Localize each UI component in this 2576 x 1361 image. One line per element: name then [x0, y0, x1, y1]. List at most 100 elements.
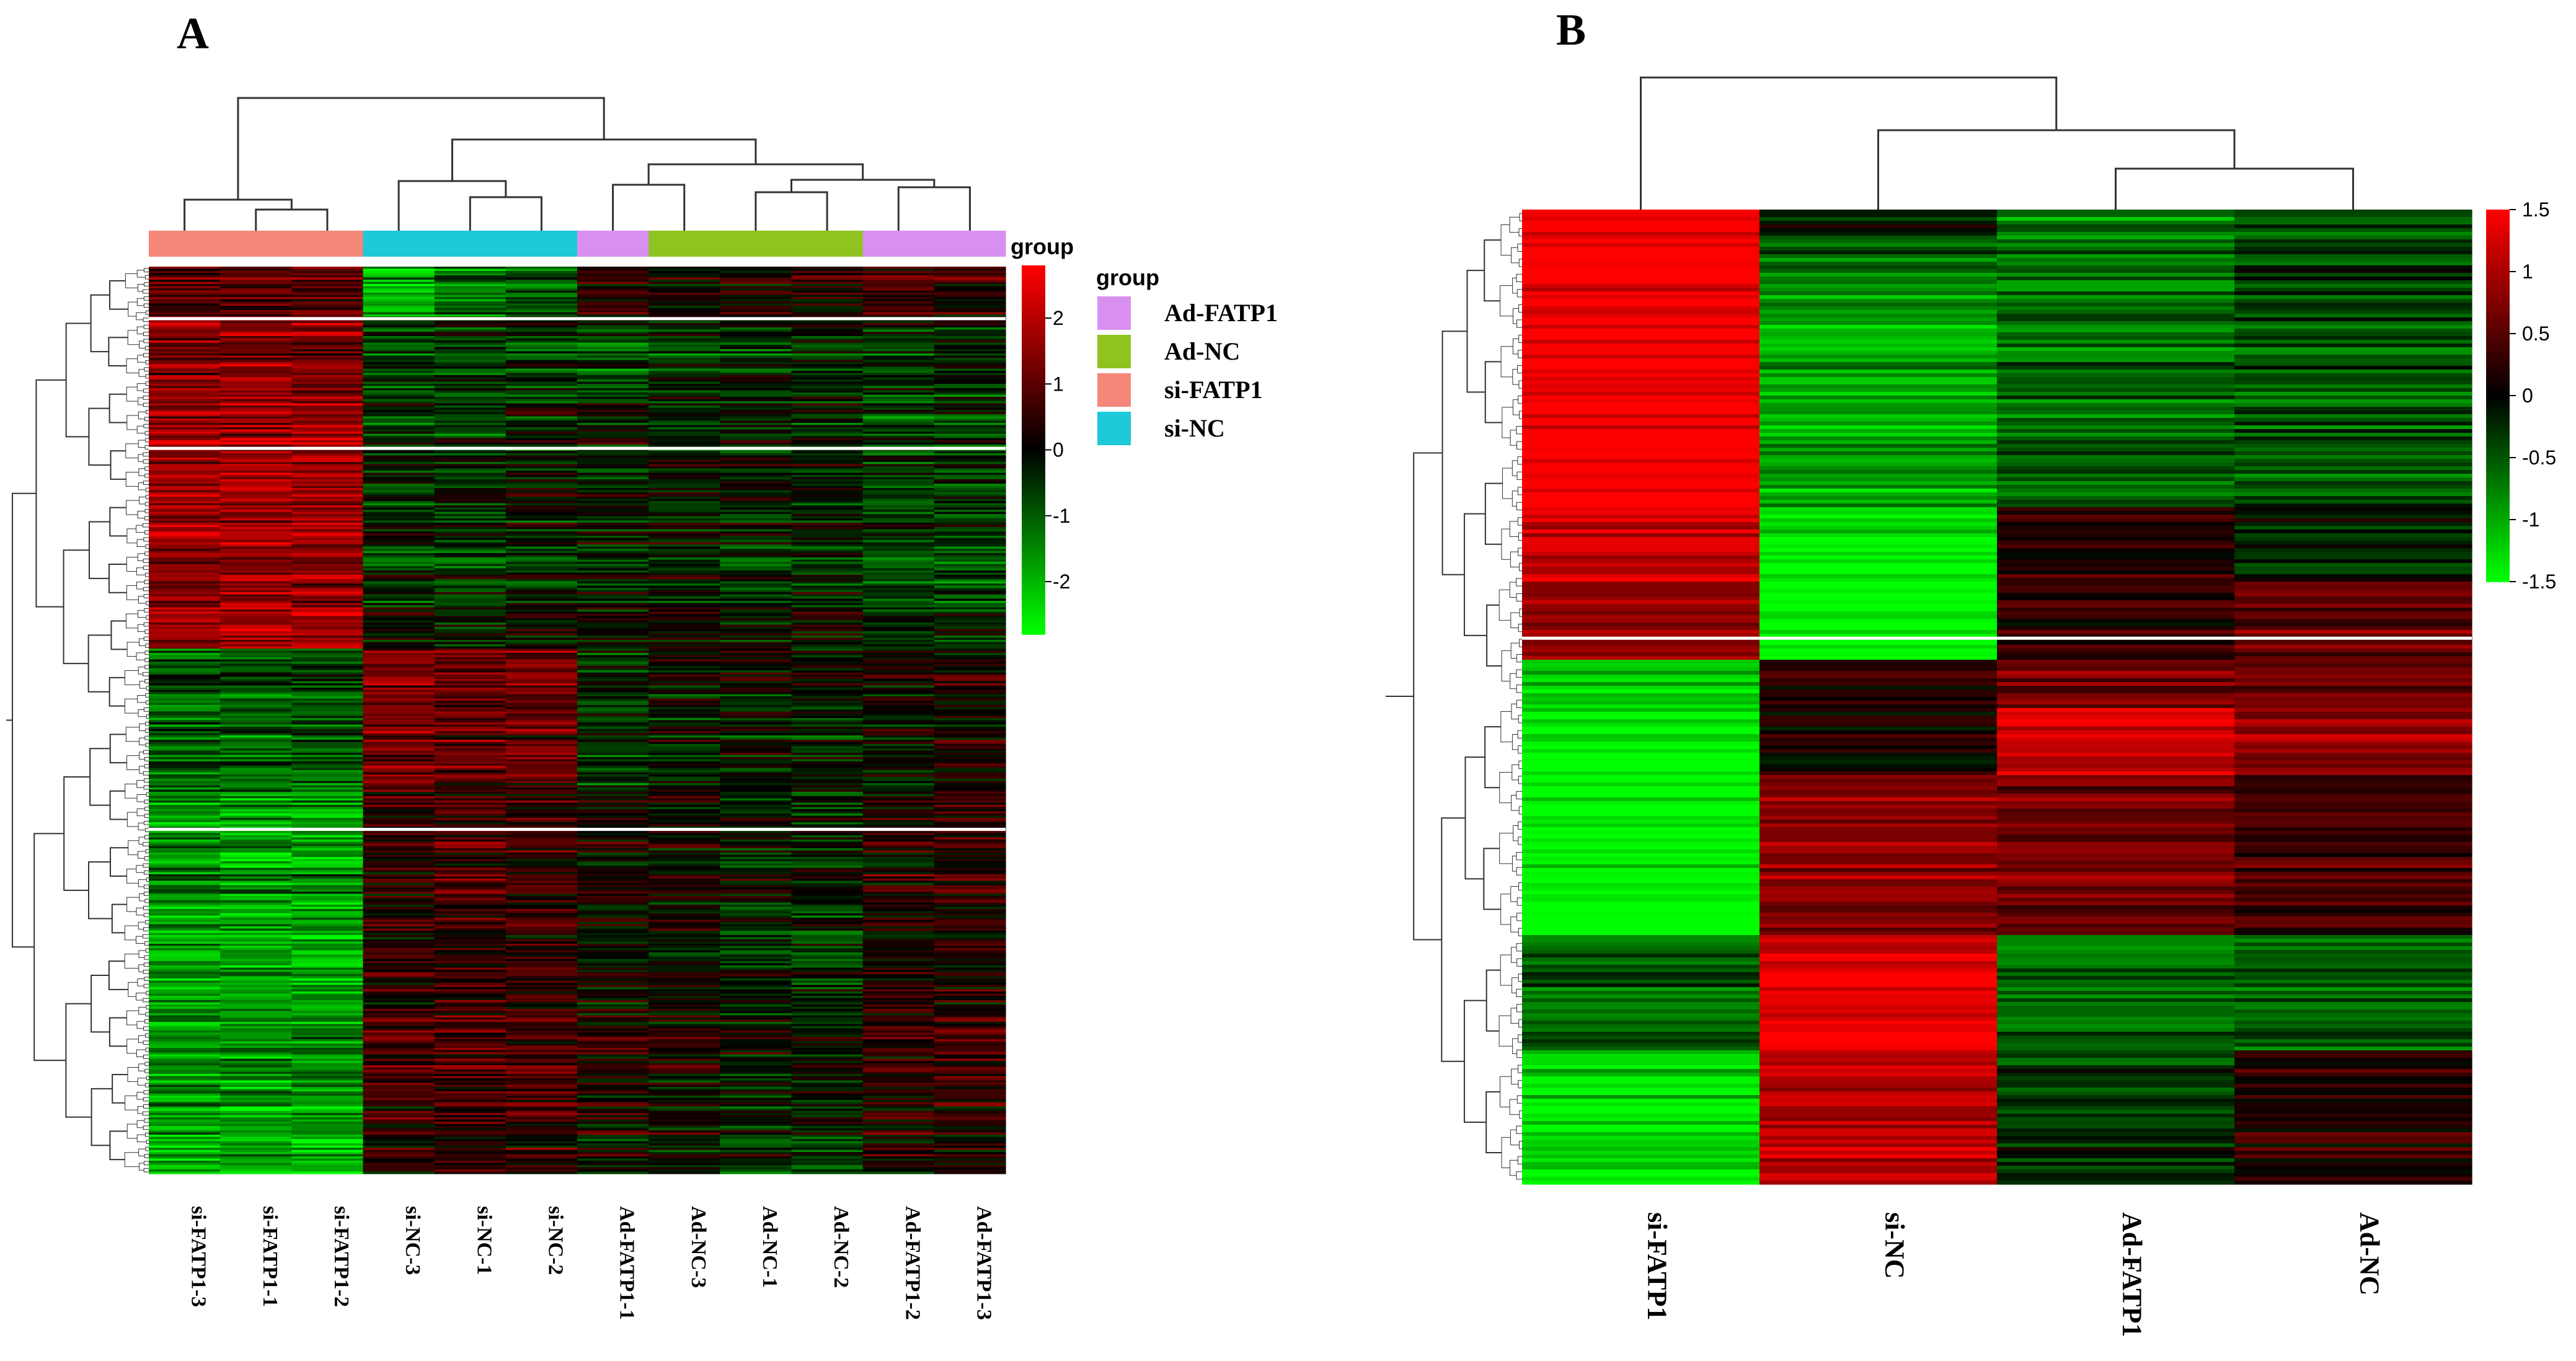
heatmap-cell	[363, 512, 435, 515]
group-annotation-cell	[791, 231, 864, 257]
dendrogram-branch	[137, 610, 146, 618]
heatmap-cell	[577, 885, 649, 888]
heatmap-cell	[291, 349, 364, 352]
heatmap-cell	[648, 781, 720, 784]
heatmap-cell	[220, 983, 292, 986]
heatmap-cell	[505, 329, 578, 332]
heatmap-cell	[505, 735, 578, 738]
heatmap-cell	[149, 559, 221, 562]
heatmap-cell	[505, 334, 578, 337]
heatmap-cell	[577, 323, 649, 326]
heatmap-cell	[220, 462, 292, 465]
heatmap-cell	[291, 672, 364, 675]
heatmap-cell	[505, 757, 578, 760]
heatmap-cell	[862, 911, 935, 914]
heatmap-cell	[434, 1006, 507, 1009]
heatmap-cell	[434, 853, 507, 856]
heatmap-cell	[363, 785, 435, 788]
heatmap-cell	[648, 861, 720, 864]
heatmap-cell	[220, 750, 292, 753]
heatmap-cell	[149, 351, 221, 354]
heatmap-cell	[149, 1015, 221, 1018]
heatmap-cell	[291, 555, 364, 558]
heatmap-cell	[934, 290, 1006, 293]
heatmap-cell	[505, 1074, 578, 1077]
heatmap-cell	[720, 961, 792, 964]
heatmap-cell	[363, 1002, 435, 1005]
heatmap-cell	[220, 675, 292, 678]
heatmap-cell	[648, 911, 720, 914]
heatmap-cell	[434, 416, 507, 419]
heatmap-cell	[149, 666, 221, 669]
heatmap-cell	[434, 902, 507, 905]
heatmap-cell	[220, 364, 292, 367]
heatmap-cell	[505, 401, 578, 404]
heatmap-cell	[434, 611, 507, 614]
heatmap-cell	[505, 429, 578, 432]
heatmap-cell	[220, 662, 292, 665]
heatmap-cell	[577, 733, 649, 736]
heatmap-cell	[577, 750, 649, 753]
heatmap-cell	[934, 583, 1006, 587]
heatmap-cell	[934, 701, 1006, 704]
heatmap-cell	[505, 642, 578, 645]
dendrogram-branch	[108, 393, 127, 423]
heatmap-cell	[862, 1063, 935, 1066]
dendrogram-branch	[144, 1019, 149, 1024]
heatmap-cell	[720, 581, 792, 584]
heatmap-cell	[220, 731, 292, 734]
heatmap-cell	[291, 870, 364, 873]
heatmap-cell	[934, 472, 1006, 476]
heatmap-cell	[720, 540, 792, 543]
heatmap-cell	[648, 629, 720, 632]
heatmap-cell	[434, 636, 507, 639]
heatmap-cell	[220, 848, 292, 851]
heatmap-cell	[648, 299, 720, 302]
heatmap-cell	[220, 514, 292, 517]
heatmap-cell	[434, 490, 507, 493]
heatmap-cell	[648, 854, 720, 858]
heatmap-cell	[862, 720, 935, 723]
heatmap-cell	[862, 471, 935, 474]
heatmap-cell	[291, 792, 364, 795]
heatmap-cell	[363, 759, 435, 762]
heatmap-cell	[220, 642, 292, 645]
heatmap-cell	[577, 933, 649, 936]
heatmap-cell	[934, 427, 1006, 430]
heatmap-cell	[791, 970, 864, 973]
heatmap-cell	[720, 963, 792, 966]
heatmap-cell	[291, 1089, 364, 1092]
heatmap-cell	[720, 989, 792, 992]
heatmap-cell	[363, 345, 435, 348]
heatmap-cell	[505, 1097, 578, 1101]
heatmap-cell	[791, 594, 864, 597]
heatmap-cell	[149, 872, 221, 875]
heatmap-cell	[934, 492, 1006, 495]
heatmap-cell	[149, 440, 221, 443]
heatmap-cell	[720, 321, 792, 324]
heatmap-cell	[934, 268, 1006, 272]
heatmap-cell	[505, 675, 578, 678]
heatmap-cell	[291, 987, 364, 990]
heatmap-cell	[862, 761, 935, 765]
heatmap-cell	[363, 616, 435, 619]
heatmap-cell	[791, 1087, 864, 1090]
heatmap-cell	[720, 453, 792, 456]
heatmap-cell	[720, 342, 792, 345]
heatmap-cell	[862, 646, 935, 649]
heatmap-cell	[720, 813, 792, 817]
heatmap-cell	[505, 605, 578, 608]
heatmap-cell	[434, 872, 507, 875]
heatmap-cell	[577, 568, 649, 571]
heatmap-cell	[291, 518, 364, 521]
heatmap-cell	[791, 818, 864, 821]
heatmap-cell	[862, 394, 935, 397]
heatmap-cell	[934, 954, 1006, 957]
heatmap-cell	[291, 1013, 364, 1016]
heatmap-cell	[434, 672, 507, 675]
heatmap-cell	[791, 553, 864, 556]
heatmap-cell	[648, 650, 720, 654]
heatmap-cell	[363, 694, 435, 697]
heatmap-cell	[862, 935, 935, 938]
heatmap-cell	[363, 746, 435, 749]
